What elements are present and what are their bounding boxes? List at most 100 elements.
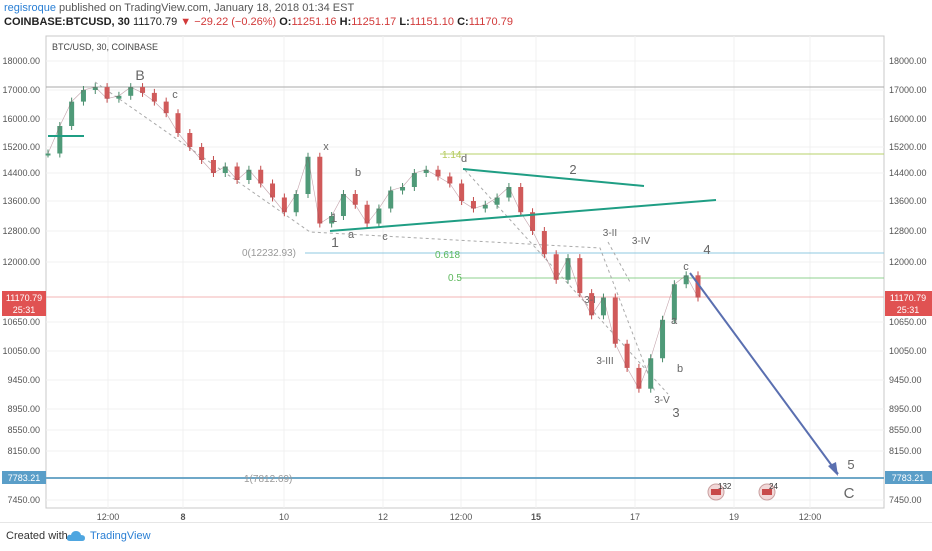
current-price-value-right: 11170.79 xyxy=(890,293,926,303)
y-tick-label-left: 15200.00 xyxy=(2,142,40,152)
candle-body xyxy=(411,173,417,187)
x-tick-label: 12:00 xyxy=(450,512,473,522)
y-tick-label-left: 16000.00 xyxy=(2,114,40,124)
y-tick-label-right: 16000.00 xyxy=(889,114,927,124)
candle-body xyxy=(116,95,122,99)
fib-label: 0.618 xyxy=(435,250,460,261)
chart-area[interactable]: 18000.00 18000.00 17000.00 17000.00 16000.00… xyxy=(0,32,932,522)
candle-body xyxy=(600,297,606,316)
y-tick-label-right: 8950.00 xyxy=(889,404,922,414)
wave-label: a xyxy=(348,229,355,241)
open-value: 11251.16 xyxy=(291,16,337,28)
current-price-value-left: 11170.79 xyxy=(6,293,42,303)
candle-body xyxy=(388,190,394,209)
wave-label: 3-IV xyxy=(632,236,651,247)
wave-label: 2 xyxy=(569,162,576,177)
wave-label: 3-III xyxy=(596,356,613,367)
y-tick-label-right: 9450.00 xyxy=(889,375,922,385)
candle-body xyxy=(459,183,465,201)
candle-body xyxy=(494,197,500,205)
close-label: C: xyxy=(457,16,469,28)
candle-body xyxy=(482,204,488,209)
x-tick-label: 8 xyxy=(180,512,185,522)
x-tick-label: 17 xyxy=(630,512,640,522)
wave-label: C xyxy=(844,485,855,502)
wave-label: 1 xyxy=(331,211,338,225)
wave-label: 1 xyxy=(331,234,339,250)
candle-body xyxy=(151,92,157,102)
y-tick-label-left: 18000.00 xyxy=(2,56,40,66)
countdown-badge-right xyxy=(885,304,932,316)
projection-arrow-head xyxy=(828,462,838,476)
wave-label: x xyxy=(323,141,329,153)
candle-body xyxy=(660,319,666,359)
wave-label: b xyxy=(355,167,361,179)
y-tick-label-left: 8950.00 xyxy=(7,404,40,414)
y-tick-label-left: 10650.00 xyxy=(2,317,40,327)
price-chart[interactable]: 18000.00 18000.00 17000.00 17000.00 16000.00… xyxy=(0,32,932,522)
candle-body xyxy=(340,194,346,216)
y-tick-label-right: 8550.00 xyxy=(889,425,922,435)
candle-body xyxy=(293,194,299,213)
wave-label: 3-V xyxy=(654,395,670,406)
wave-label: c xyxy=(172,89,178,101)
down-arrow-icon: ▼ xyxy=(180,16,192,28)
y-tick-label-right: 10050.00 xyxy=(889,346,927,356)
wave-label: b xyxy=(677,363,683,375)
candle-body xyxy=(69,101,75,126)
y-tick-label-left: 10050.00 xyxy=(2,346,40,356)
candle-body xyxy=(57,126,63,154)
low-value: 11151.10 xyxy=(409,16,455,28)
candle-body xyxy=(589,293,595,316)
dashed-guide-sub xyxy=(607,241,631,283)
wave-label: 5 xyxy=(847,457,854,472)
candle-body xyxy=(92,87,98,90)
candle-body xyxy=(45,153,51,156)
y-tick-label-right: 18000.00 xyxy=(889,56,927,66)
candle-body xyxy=(423,169,429,173)
y-tick-label-right: 13600.00 xyxy=(889,196,927,206)
candle-body xyxy=(541,231,547,255)
candle-body xyxy=(317,156,323,224)
candle-body xyxy=(258,169,264,184)
y-tick-label-right: 10650.00 xyxy=(889,317,927,327)
close-value: 11170.79 xyxy=(468,16,513,28)
author-link[interactable]: regisroque xyxy=(4,2,56,14)
fib-label: 1(7812.69) xyxy=(244,474,292,485)
y-tick-label-left: 8550.00 xyxy=(7,425,40,435)
wave-label: 3 xyxy=(672,405,679,420)
candle-body xyxy=(683,275,689,285)
candle-body xyxy=(364,204,370,224)
y-tick-label-left: 13600.00 xyxy=(2,196,40,206)
wave-label: c xyxy=(683,261,689,273)
x-tick-label: 12:00 xyxy=(97,512,120,522)
wave-label: c xyxy=(382,231,388,243)
candle-body xyxy=(648,358,654,389)
candle-body xyxy=(140,87,146,93)
target-price-value-left: 7783.21 xyxy=(8,473,41,483)
candle-body xyxy=(270,183,276,198)
candle-body xyxy=(577,258,583,294)
tradingview-brand[interactable]: TradingView xyxy=(90,530,151,542)
candle-body xyxy=(553,254,559,280)
candle-body xyxy=(376,208,382,224)
price-change: −29.22 (−0.26%) xyxy=(194,16,277,28)
chart-header: regisroque published on TradingView.com,… xyxy=(0,0,932,32)
fib-label: 0.5 xyxy=(448,273,462,284)
candle-body xyxy=(671,284,677,320)
candle-body xyxy=(506,187,512,198)
dashed-guide-wave-3 xyxy=(464,169,669,395)
symbol-label: COINBASE:BTCUSD, 30 xyxy=(4,16,130,28)
y-tick-label-right: 17000.00 xyxy=(889,85,927,95)
fib-label: 1.14 xyxy=(442,150,462,161)
candle-body xyxy=(104,87,110,99)
wave-label: 4 xyxy=(703,242,710,257)
trendline-lower xyxy=(329,199,717,232)
chart-title: BTC/USD, 30, COINBASE xyxy=(52,42,158,52)
wave-label: d xyxy=(461,153,467,165)
high-value: 11251.17 xyxy=(351,16,397,28)
wave-label: 3-I xyxy=(584,295,596,306)
candle-body xyxy=(80,90,86,102)
countdown-badge-left xyxy=(2,304,46,316)
x-tick-label: 10 xyxy=(279,512,289,522)
